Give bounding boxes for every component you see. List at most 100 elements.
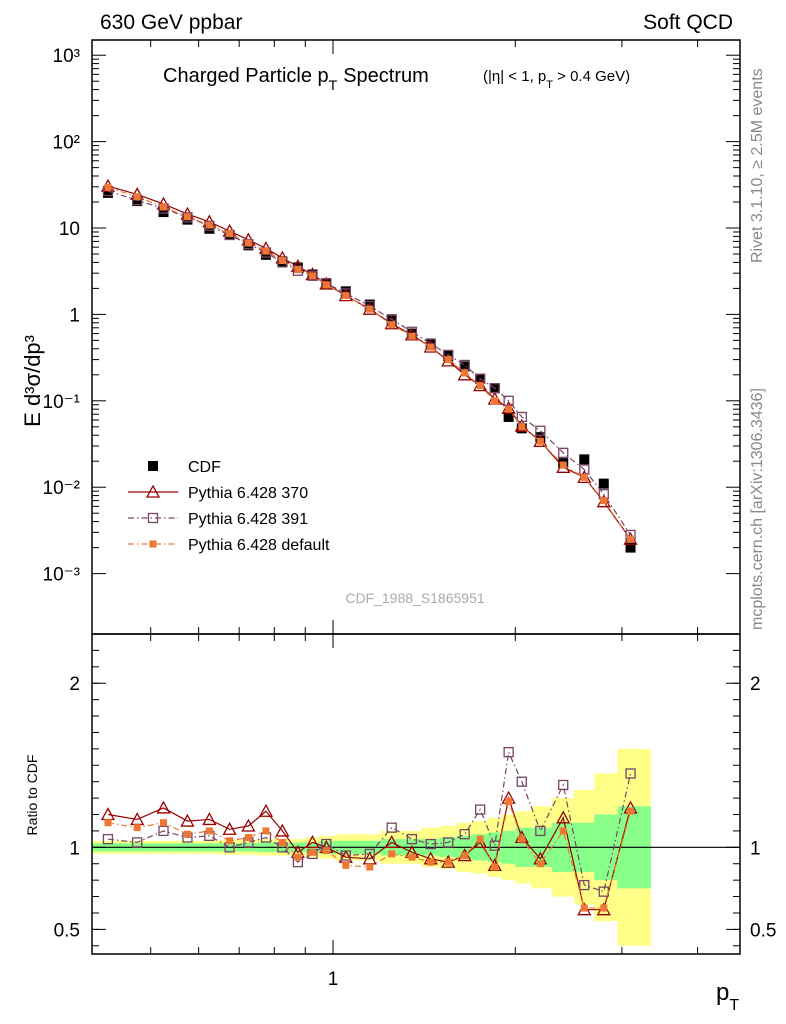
- ratio-point: [262, 827, 270, 835]
- data-point: [388, 321, 396, 329]
- legend-marker: [149, 540, 157, 548]
- data-point: [600, 497, 608, 505]
- data-point: [459, 359, 470, 371]
- series-pythia-6-428-370: [100, 178, 638, 545]
- legend-marker: [148, 461, 158, 471]
- ratio-point: [160, 819, 168, 827]
- ratio-point: [476, 835, 484, 843]
- ratio-ylabel: Ratio to CDF: [24, 755, 40, 836]
- ratio-point: [535, 825, 546, 837]
- ratio-ytick-label: 1: [69, 838, 80, 859]
- analysis-watermark: CDF_1988_S1865951: [345, 590, 485, 606]
- main-ytick-label: 10: [59, 219, 80, 240]
- data-point: [535, 432, 546, 443]
- ratio-point: [322, 847, 330, 855]
- legend-marker: [145, 484, 161, 498]
- ratio-series-pythia-6-428-default: [104, 797, 635, 912]
- legend-label: Pythia 6.428 default: [188, 537, 330, 554]
- ratio-point: [158, 825, 169, 837]
- main-series: [100, 178, 638, 553]
- ratio-point: [183, 830, 191, 838]
- ratio-ytick-label-right: 2: [750, 674, 761, 695]
- ratio-point: [384, 835, 399, 849]
- title-word: Spectrum: [343, 65, 429, 87]
- data-point: [160, 203, 168, 211]
- title-main: Charged Particle p: [163, 65, 329, 87]
- title-cut-sub: T: [546, 79, 553, 91]
- data-point: [444, 356, 452, 364]
- ratio-frame: [91, 633, 741, 955]
- main-axes: 10⁻³ 10⁻² 10⁻¹ 1 10 10² 10³: [43, 40, 740, 634]
- data-point: [307, 270, 318, 281]
- xlabel-sub: T: [729, 997, 739, 1014]
- ratio-point: [278, 838, 286, 846]
- ratio-point: [461, 852, 469, 860]
- main-ytick-label: 10⁻³: [43, 565, 81, 586]
- ratio-point: [408, 853, 416, 861]
- ratio-point: [388, 850, 396, 858]
- ratio-point: [459, 829, 470, 840]
- ratio-line: [107, 795, 632, 911]
- ratio-point: [156, 800, 171, 814]
- data-point: [476, 382, 484, 390]
- xlabel-main: p: [716, 979, 729, 1006]
- ratio-point: [340, 850, 351, 861]
- data-point: [132, 196, 143, 207]
- legend: CDF Pythia 6.428 370 Pythia 6.428 391 Pythi…: [128, 459, 330, 554]
- data-point: [558, 447, 569, 458]
- main-ytick-label: 1: [69, 305, 80, 326]
- ratio-point: [503, 747, 514, 758]
- data-point: [580, 473, 588, 481]
- ratio-point: [491, 863, 499, 871]
- ratio-point: [505, 797, 513, 805]
- data-point: [322, 281, 330, 289]
- data-point: [535, 425, 546, 436]
- ratio-point: [556, 810, 571, 824]
- title-cut-end: > 0.4 GeV): [553, 68, 630, 85]
- ratio-ytick-label-right: 1: [750, 838, 761, 859]
- data-point: [503, 411, 514, 422]
- data-point: [518, 423, 526, 431]
- ratio-point: [305, 835, 320, 849]
- legend-label: CDF: [188, 459, 221, 476]
- ratio-series: [100, 747, 638, 916]
- ratio-point: [443, 837, 454, 848]
- header-category-label: Soft QCD: [643, 11, 733, 34]
- data-point: [133, 193, 141, 201]
- ratio-point: [180, 813, 195, 827]
- data-point: [340, 286, 351, 297]
- ratio-ytick-label-right: 0.5: [750, 920, 776, 941]
- data-point: [505, 405, 513, 413]
- ratio-ytick-label: 0.5: [54, 920, 80, 941]
- data-point: [278, 257, 286, 265]
- ratio-point: [226, 837, 234, 845]
- main-ytick-label: 10⁻¹: [43, 392, 81, 413]
- ratio-point: [275, 823, 290, 837]
- ratio-point: [625, 768, 636, 779]
- data-point: [408, 332, 416, 340]
- data-point: [204, 220, 215, 231]
- data-point: [260, 249, 271, 260]
- data-point: [579, 454, 590, 465]
- xtick-label: 1: [328, 969, 339, 990]
- series-line: [107, 190, 632, 536]
- ratio-point: [475, 804, 486, 815]
- data-point: [183, 213, 191, 221]
- ratio-point: [222, 821, 237, 835]
- data-point: [102, 187, 113, 198]
- series-line: [107, 185, 632, 540]
- data-point: [491, 397, 499, 405]
- data-point: [366, 305, 374, 313]
- ratio-point: [102, 833, 114, 845]
- ratio-point: [364, 848, 375, 860]
- series-pythia-6-428-default: [104, 183, 635, 543]
- data-point: [459, 361, 470, 372]
- mcplots-label: mcplots.cern.ch [arXiv:1306.3436]: [749, 388, 766, 630]
- ratio-point: [518, 835, 526, 843]
- main-ylabel-text: E d³σ/dp³: [20, 335, 45, 427]
- rivet-version-label: Rivet 3.1.10, ≥ 2.5M events: [749, 68, 766, 263]
- series-pythia-6-428-391: [102, 185, 636, 541]
- ratio-point: [294, 853, 302, 861]
